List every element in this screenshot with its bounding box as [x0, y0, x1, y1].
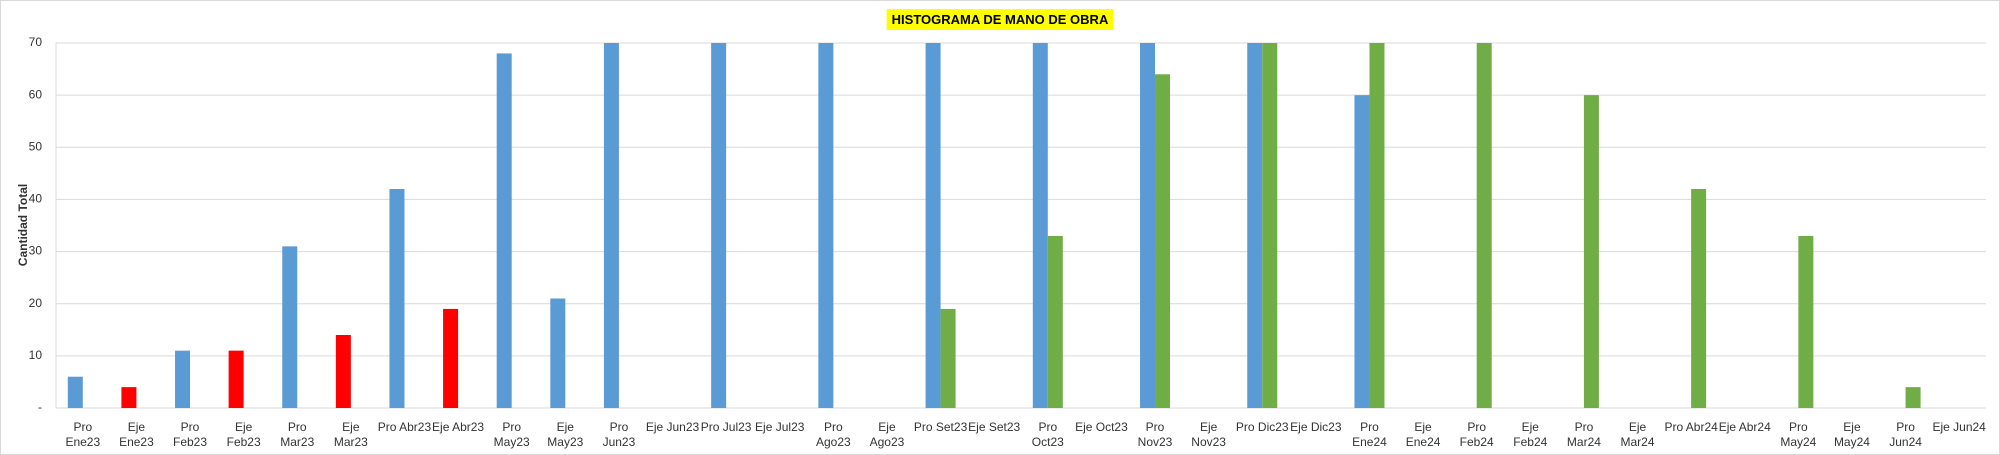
bar: [1691, 189, 1707, 408]
bar: [1905, 387, 1921, 408]
y-tick-label: -: [38, 400, 42, 414]
bar: [282, 246, 298, 408]
x-tick-label: Pro Oct23: [1031, 420, 1064, 449]
x-tick-label: Pro Feb23: [173, 420, 208, 449]
x-tick-label: Pro May23: [493, 420, 530, 449]
bar: [1155, 74, 1171, 409]
x-tick-label: Pro Dic23: [1235, 420, 1289, 434]
bar: [1476, 43, 1492, 408]
x-tick-label: Eje May23: [547, 420, 584, 449]
bar: [940, 308, 956, 408]
bar: [603, 43, 619, 408]
bar: [925, 43, 941, 408]
bar: [175, 350, 191, 408]
y-axis-label: Cantidad Total: [16, 184, 30, 266]
y-tick-label: 30: [29, 244, 43, 258]
x-tick-label: Eje Feb24: [1513, 420, 1548, 449]
x-tick-label: Eje Jun23: [645, 420, 700, 434]
x-tick-label: Eje Dic23: [1290, 420, 1342, 434]
x-tick-label: Pro Nov23: [1137, 420, 1173, 449]
x-tick-label: Eje Set23: [968, 420, 1021, 434]
bar: [1262, 43, 1278, 408]
x-tick-label: Pro Feb24: [1459, 420, 1494, 449]
bar: [496, 53, 512, 409]
x-tick-label: Pro Jun23: [602, 420, 636, 449]
bar: [1583, 95, 1599, 409]
x-tick-label: Pro Ene23: [65, 420, 101, 449]
bar: [1047, 235, 1063, 408]
x-tick-label: Pro Ene24: [1352, 420, 1387, 449]
x-tick-label: Eje May24: [1833, 420, 1870, 449]
chart-title: HISTOGRAMA DE MANO DE OBRA: [886, 9, 1114, 30]
x-tick-label: Pro Jun24: [1889, 420, 1922, 449]
x-tick-label: Pro Mar23: [280, 420, 315, 449]
x-tick-label: Eje Mar24: [1620, 420, 1655, 449]
x-tick-label: Eje Nov23: [1191, 420, 1226, 449]
x-tick-label: Pro Abr23: [377, 420, 432, 434]
x-tick-label: Pro Ago23: [816, 420, 851, 449]
x-tick-label: Eje Jul23: [755, 420, 805, 434]
x-tick-label: Eje Abr24: [1718, 420, 1771, 434]
x-tick-label: Pro Jul23: [700, 420, 752, 434]
x-tick-label: Eje Abr23: [432, 420, 485, 434]
x-tick-label: Pro Abr24: [1664, 420, 1718, 434]
bar: [228, 350, 244, 408]
y-tick-label: 70: [29, 35, 43, 49]
bar: [443, 308, 459, 408]
x-tick-label: Pro May24: [1780, 420, 1817, 449]
bar: [1798, 235, 1814, 408]
x-tick-label: Eje Ene23: [119, 420, 154, 449]
bar: [1140, 43, 1156, 408]
x-tick-label: Eje Oct23: [1075, 420, 1128, 434]
y-tick-label: 10: [29, 348, 43, 362]
bar: [121, 387, 137, 408]
bar: [550, 298, 566, 408]
bar: [335, 335, 351, 408]
x-tick-label: Eje Ago23: [869, 420, 905, 449]
bar: [389, 189, 405, 408]
y-tick-label: 40: [29, 192, 43, 206]
bar: [1032, 43, 1048, 408]
x-tick-label: Eje Mar23: [333, 420, 368, 449]
x-tick-label: Pro Set23: [913, 420, 968, 434]
x-tick-label: Eje Feb23: [226, 420, 261, 449]
bar: [1369, 43, 1385, 408]
bar: [818, 43, 834, 408]
y-tick-label: 50: [29, 139, 43, 153]
bar: [711, 43, 727, 408]
bar: [1247, 43, 1263, 408]
y-tick-label: 20: [29, 296, 43, 310]
bar: [67, 376, 83, 408]
x-tick-label: Eje Ene24: [1405, 420, 1441, 449]
x-tick-label: Eje Jun24: [1932, 420, 1986, 434]
bar: [1354, 95, 1370, 409]
y-tick-label: 60: [29, 87, 43, 101]
x-tick-label: Pro Mar24: [1566, 420, 1601, 449]
